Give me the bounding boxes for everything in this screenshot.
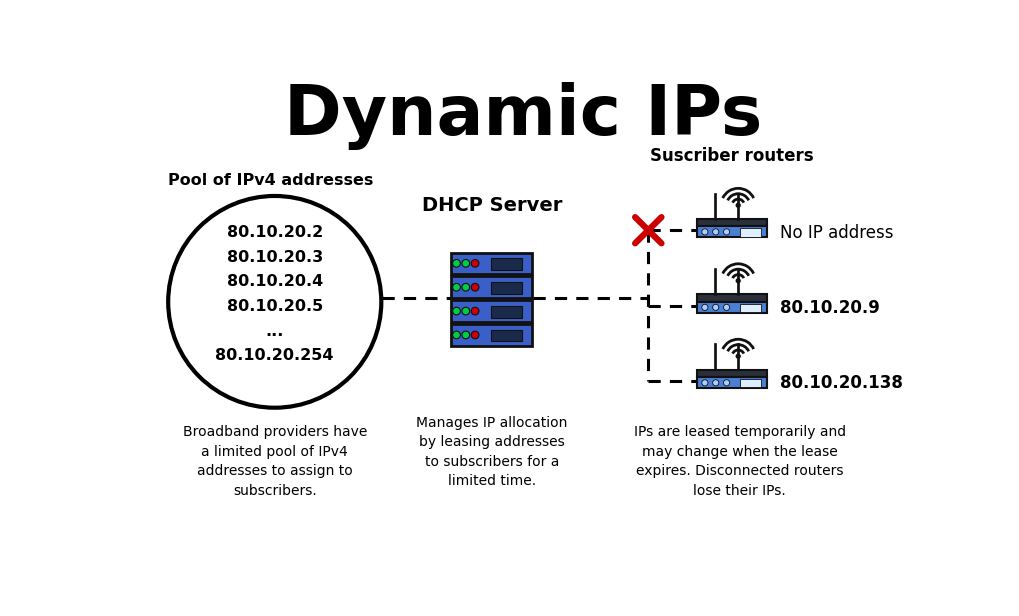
Text: Dynamic IPs: Dynamic IPs	[283, 83, 761, 150]
Bar	[737, 344, 739, 370]
Bar	[713, 344, 715, 370]
Bar	[696, 302, 766, 313]
Bar	[713, 193, 715, 219]
Text: 80.10.20.9: 80.10.20.9	[780, 299, 879, 317]
Bar	[491, 258, 522, 270]
Circle shape	[462, 259, 469, 267]
Bar	[739, 379, 760, 387]
Text: Broadband providers have
a limited pool of IPv4
addresses to assign to
subscribe: Broadband providers have a limited pool …	[182, 425, 367, 498]
Circle shape	[701, 304, 707, 310]
Bar	[450, 277, 532, 298]
Bar	[713, 268, 715, 295]
Circle shape	[452, 283, 460, 291]
Circle shape	[462, 283, 469, 291]
Bar	[491, 282, 522, 294]
Bar	[696, 219, 766, 226]
Text: Manages IP allocation
by leasing addresses
to subscribers for a
limited time.: Manages IP allocation by leasing address…	[416, 416, 567, 488]
Circle shape	[452, 259, 460, 267]
Text: 80.10.20.3: 80.10.20.3	[226, 249, 323, 265]
Text: 80.10.20.5: 80.10.20.5	[226, 299, 323, 314]
Circle shape	[471, 283, 479, 291]
Text: ...: ...	[265, 323, 283, 339]
Text: No IP address: No IP address	[780, 224, 893, 241]
Circle shape	[462, 307, 469, 315]
Circle shape	[712, 379, 718, 386]
Circle shape	[471, 307, 479, 315]
Circle shape	[701, 229, 707, 235]
Circle shape	[722, 379, 729, 386]
Circle shape	[452, 331, 460, 339]
Text: DHCP Server: DHCP Server	[421, 196, 561, 215]
Bar	[737, 268, 739, 295]
Circle shape	[462, 331, 469, 339]
Circle shape	[452, 307, 460, 315]
Bar	[739, 228, 760, 237]
Bar	[739, 304, 760, 312]
Circle shape	[701, 379, 707, 386]
Bar	[491, 330, 522, 341]
Text: 80.10.20.254: 80.10.20.254	[215, 348, 333, 363]
Bar	[696, 294, 766, 302]
Bar	[696, 226, 766, 237]
Bar	[450, 300, 532, 322]
Circle shape	[736, 203, 740, 207]
Text: 80.10.20.138: 80.10.20.138	[780, 375, 902, 392]
Bar	[696, 370, 766, 377]
Text: Pool of IPv4 addresses: Pool of IPv4 addresses	[168, 172, 373, 188]
Circle shape	[736, 279, 740, 283]
Circle shape	[722, 229, 729, 235]
Text: IPs are leased temporarily and
may change when the lease
expires. Disconnected r: IPs are leased temporarily and may chang…	[633, 425, 845, 498]
Bar	[450, 253, 532, 274]
Circle shape	[471, 259, 479, 267]
Text: 80.10.20.4: 80.10.20.4	[226, 274, 323, 290]
Circle shape	[712, 229, 718, 235]
Circle shape	[722, 304, 729, 310]
Circle shape	[736, 354, 740, 358]
Bar	[450, 324, 532, 346]
Text: Suscriber routers: Suscriber routers	[649, 147, 813, 164]
Bar	[491, 306, 522, 318]
Bar	[696, 377, 766, 388]
Circle shape	[471, 331, 479, 339]
Text: 80.10.20.2: 80.10.20.2	[226, 225, 323, 240]
Bar	[737, 193, 739, 219]
Circle shape	[712, 304, 718, 310]
